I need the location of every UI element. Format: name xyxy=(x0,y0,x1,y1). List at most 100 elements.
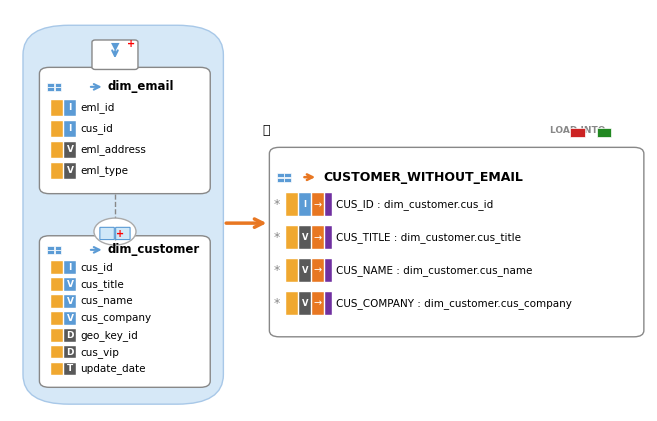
Bar xyxy=(51,100,63,116)
FancyBboxPatch shape xyxy=(92,40,138,69)
Bar xyxy=(64,346,76,358)
FancyBboxPatch shape xyxy=(100,227,114,240)
Text: CUS_NAME : dim_customer.cus_name: CUS_NAME : dim_customer.cus_name xyxy=(336,265,533,276)
Text: *: * xyxy=(274,264,281,277)
Bar xyxy=(51,312,63,325)
Bar xyxy=(299,226,311,249)
Bar xyxy=(55,87,61,91)
Bar xyxy=(51,278,63,291)
Bar xyxy=(284,173,291,177)
Text: ▼: ▼ xyxy=(111,41,119,51)
Bar xyxy=(325,291,332,314)
Bar xyxy=(64,278,76,291)
Text: cus_id: cus_id xyxy=(80,262,113,273)
Text: cus_vip: cus_vip xyxy=(80,346,119,357)
Bar xyxy=(64,362,76,375)
Bar xyxy=(47,87,54,91)
Bar xyxy=(55,83,61,87)
Text: D: D xyxy=(66,348,74,357)
Bar xyxy=(312,258,324,282)
Bar xyxy=(47,83,54,87)
Text: dim_customer: dim_customer xyxy=(108,243,200,256)
Bar xyxy=(64,142,76,158)
Text: +: + xyxy=(127,39,135,49)
Bar xyxy=(51,142,63,158)
Bar xyxy=(55,245,61,250)
Text: cus_company: cus_company xyxy=(80,313,151,323)
Text: dim_email: dim_email xyxy=(108,80,174,93)
Text: 🔍: 🔍 xyxy=(263,124,270,137)
Bar xyxy=(299,291,311,314)
Text: V: V xyxy=(302,266,308,275)
Bar xyxy=(51,163,63,179)
Bar xyxy=(299,193,311,216)
Text: →: → xyxy=(314,266,322,276)
FancyBboxPatch shape xyxy=(116,227,130,240)
Bar xyxy=(47,250,54,254)
Text: I: I xyxy=(68,104,72,112)
Bar xyxy=(51,295,63,308)
Bar xyxy=(570,128,585,137)
Bar xyxy=(597,128,611,137)
Text: D: D xyxy=(66,331,74,340)
Bar xyxy=(312,226,324,249)
Bar xyxy=(286,291,298,314)
Text: I: I xyxy=(68,125,72,133)
Bar xyxy=(312,291,324,314)
Text: V: V xyxy=(67,280,74,289)
Bar xyxy=(277,173,284,177)
Bar xyxy=(325,258,332,282)
Bar xyxy=(286,226,298,249)
Bar xyxy=(277,178,284,182)
Text: V: V xyxy=(302,299,308,308)
Bar xyxy=(64,295,76,308)
Bar xyxy=(299,258,311,282)
Text: V: V xyxy=(67,166,74,175)
Text: *: * xyxy=(274,198,281,211)
Text: V: V xyxy=(67,145,74,155)
Circle shape xyxy=(94,218,136,245)
Text: cus_name: cus_name xyxy=(80,296,133,306)
Bar xyxy=(64,100,76,116)
Text: cus_title: cus_title xyxy=(80,279,124,290)
Bar xyxy=(325,226,332,249)
FancyBboxPatch shape xyxy=(39,236,210,387)
Text: update_date: update_date xyxy=(80,363,146,374)
Bar xyxy=(64,329,76,341)
Bar xyxy=(312,193,324,216)
Text: →: → xyxy=(314,233,322,243)
Text: CUS_COMPANY : dim_customer.cus_company: CUS_COMPANY : dim_customer.cus_company xyxy=(336,298,572,309)
Bar xyxy=(64,163,76,179)
Text: +: + xyxy=(116,229,124,239)
Bar xyxy=(64,121,76,137)
Text: cus_id: cus_id xyxy=(80,123,113,134)
Bar xyxy=(51,121,63,137)
FancyBboxPatch shape xyxy=(39,67,210,194)
Text: →: → xyxy=(314,200,322,210)
Text: I: I xyxy=(68,263,72,272)
Text: I: I xyxy=(304,200,306,209)
Text: eml_address: eml_address xyxy=(80,144,146,155)
Text: V: V xyxy=(67,314,74,323)
Bar xyxy=(284,178,291,182)
Text: geo_key_id: geo_key_id xyxy=(80,330,138,341)
Text: eml_id: eml_id xyxy=(80,103,114,113)
Text: CUS_ID : dim_customer.cus_id: CUS_ID : dim_customer.cus_id xyxy=(336,200,493,210)
Bar xyxy=(51,346,63,358)
Text: CUS_TITLE : dim_customer.cus_title: CUS_TITLE : dim_customer.cus_title xyxy=(336,232,522,243)
Bar xyxy=(51,329,63,341)
Bar xyxy=(51,362,63,375)
Bar xyxy=(286,193,298,216)
Bar xyxy=(286,258,298,282)
Bar xyxy=(55,250,61,254)
Text: eml_type: eml_type xyxy=(80,165,128,176)
Text: V: V xyxy=(302,233,308,242)
Bar xyxy=(47,245,54,250)
Text: V: V xyxy=(67,297,74,306)
Text: T: T xyxy=(67,365,74,373)
Text: *: * xyxy=(274,231,281,244)
Text: CUSTOMER_WITHOUT_EMAIL: CUSTOMER_WITHOUT_EMAIL xyxy=(323,171,523,184)
Bar xyxy=(64,261,76,274)
Bar xyxy=(51,261,63,274)
Text: LOAD INTO: LOAD INTO xyxy=(551,126,606,135)
